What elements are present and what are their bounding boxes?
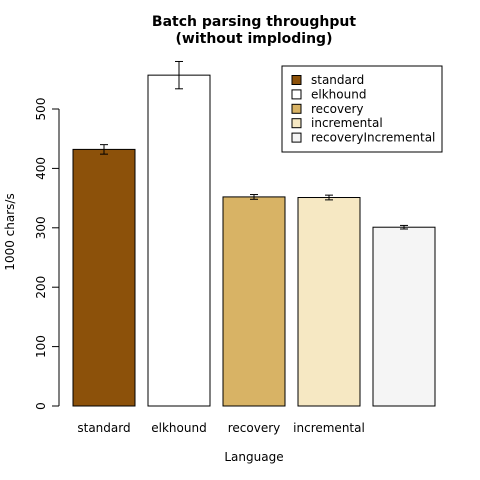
y-tick-label: 200 [34, 276, 48, 299]
x-axis-label: Language [224, 450, 283, 464]
y-tick-label: 100 [34, 335, 48, 358]
bar-standard [72, 148, 136, 407]
y-tick-label: 500 [34, 98, 48, 121]
chart-title-line-2: (without imploding) [176, 31, 333, 47]
y-tick-label: 0 [34, 402, 48, 410]
x-tick-label: standard [77, 421, 130, 435]
legend: standardelkhoundrecoveryincrementalrecov… [281, 65, 443, 153]
y-tick-label: 300 [34, 216, 48, 239]
legend-label-recoveryIncremental: recoveryIncremental [311, 131, 435, 145]
legend-label-recovery: recovery [311, 102, 364, 116]
legend-swatch-recovery [291, 103, 302, 114]
legend-swatch-elkhound [291, 89, 302, 100]
bars [72, 60, 436, 407]
bar-recovery [222, 196, 286, 407]
x-tick-label: elkhound [151, 421, 206, 435]
x-tick-label: recovery [228, 421, 281, 435]
bar-recoveryIncremental [372, 226, 436, 407]
legend-swatch-recoveryIncremental [291, 132, 302, 143]
chart-title-line-1: Batch parsing throughput [152, 14, 356, 30]
legend-label-standard: standard [311, 73, 364, 87]
legend-label-incremental: incremental [311, 116, 383, 130]
y-axis: 0 100 200 300 400 500 [34, 98, 60, 410]
bar-elkhound [147, 74, 211, 407]
legend-swatch-standard [291, 75, 302, 85]
y-axis-label: 1000 chars/s [3, 193, 17, 270]
bar-incremental [297, 197, 361, 407]
x-tick-label: incremental [293, 421, 365, 435]
y-tick-label: 400 [34, 157, 48, 180]
x-axis-labels: standard elkhound recovery incremental [77, 421, 364, 435]
legend-swatch-incremental [291, 118, 302, 129]
legend-box [281, 65, 443, 153]
legend-label-elkhound: elkhound [311, 87, 366, 101]
